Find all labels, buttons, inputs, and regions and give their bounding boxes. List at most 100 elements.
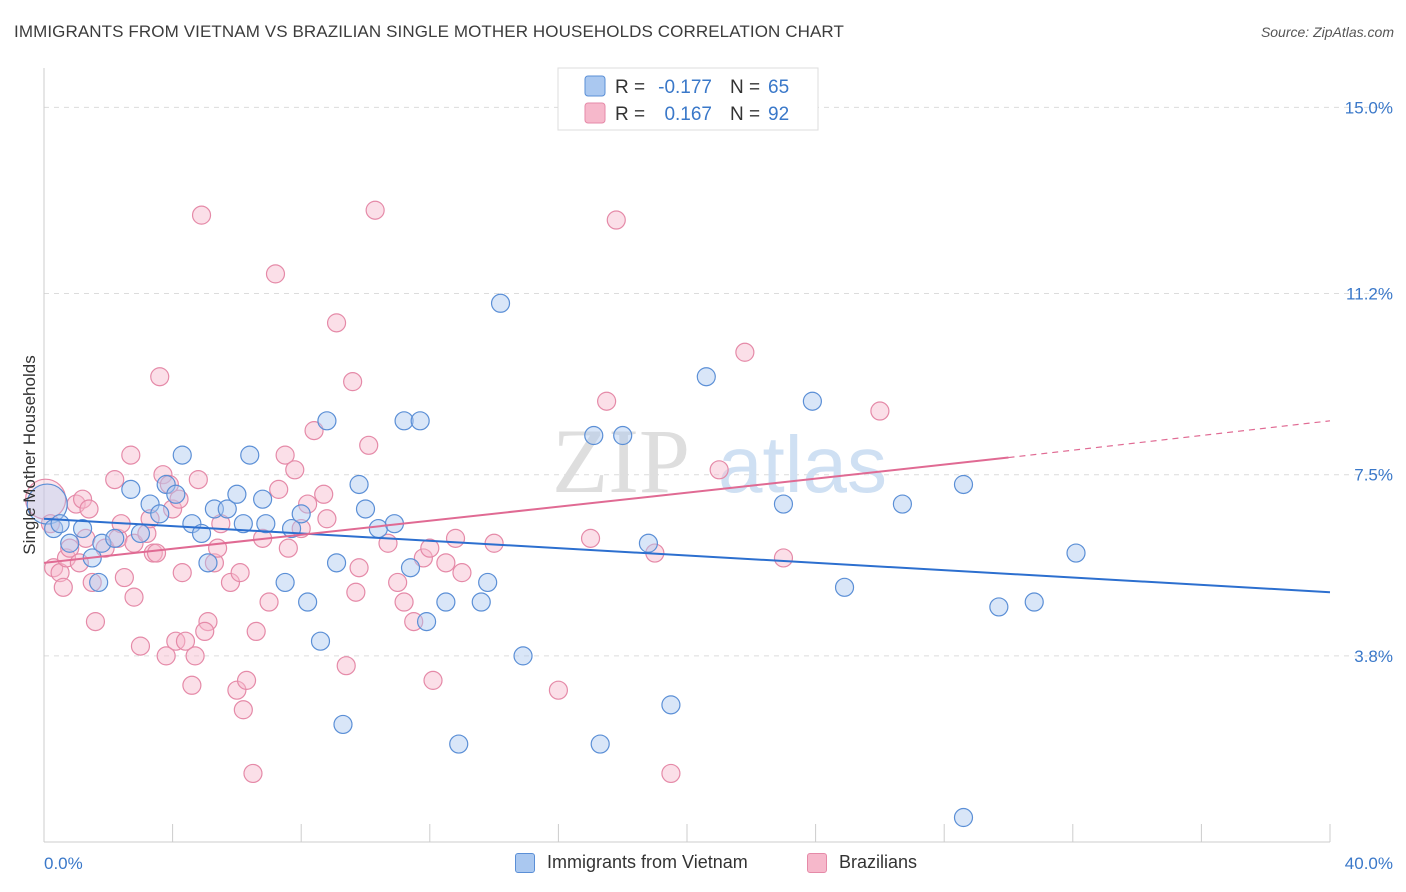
legend-r-value-0: -0.177	[658, 77, 712, 98]
brazilians-point-19	[130, 636, 151, 656]
vietnam-point-6	[92, 533, 112, 553]
legend-swatch-0	[584, 75, 606, 97]
legend-n-value-0: 65	[768, 77, 789, 98]
source-label: Source: ZipAtlas.com	[1260, 24, 1394, 40]
brazilians-point-30	[175, 631, 196, 651]
vietnam-point-46	[490, 293, 511, 313]
brazilians-point-62	[394, 592, 414, 612]
vietnam-point-21	[227, 484, 247, 504]
trend-line-brazilians	[43, 456, 1009, 564]
brazilians-point-64	[413, 548, 433, 568]
vietnam-point-45	[478, 572, 498, 593]
vietnam-point-29	[298, 592, 318, 612]
vietnam-point-50	[613, 425, 633, 446]
brazilians-point-54	[326, 313, 347, 333]
brazilians-point-53	[317, 509, 337, 529]
legend-swatch-brazilians	[807, 852, 827, 873]
brazilians-point-9	[72, 489, 93, 509]
brazilians-point-46	[265, 264, 286, 284]
brazilians-point-21	[140, 509, 160, 529]
legend-top: R = -0.177 N = 65 R = 0.167 N = 92	[557, 67, 819, 131]
brazilians-point-51	[304, 421, 324, 441]
vietnam-point-60	[989, 597, 1009, 617]
brazilians-point-65	[420, 538, 440, 558]
vietnam-point-41	[416, 612, 437, 632]
brazilians-point-16	[114, 567, 134, 588]
legend-r-label-0: R =	[615, 77, 645, 98]
brazilians-point-77	[709, 460, 729, 480]
y-tick-label-3: 15.0%	[1345, 98, 1393, 117]
tick-labels: 3.8% 7.5% 11.2% 15.0% 0.0% 40.0%	[44, 98, 1393, 873]
brazilians-point-23	[146, 543, 167, 563]
brazilians-point-80	[870, 401, 890, 421]
vietnam-point-56	[834, 577, 855, 597]
vietnam-point-38	[394, 411, 414, 431]
vietnam-point-61	[1024, 592, 1044, 612]
series-vietnam	[26, 293, 1086, 828]
vietnam-point-31	[317, 411, 337, 431]
vietnam-point-20	[217, 499, 237, 519]
vietnam-point-24	[253, 489, 273, 509]
trend-line-vietnam	[43, 517, 1331, 594]
vietnam-point-25	[256, 514, 276, 534]
brazilians-point-55	[336, 656, 356, 676]
legend-item-brazilians: Brazilians	[807, 852, 917, 873]
brazilians-point-56	[343, 372, 363, 392]
trend-line-brazilians-extension	[1008, 420, 1331, 459]
legend-n-value-1: 92	[768, 104, 789, 125]
vietnam-point-59	[953, 807, 974, 828]
grid-lines	[44, 106, 1392, 657]
brazilians-point-91	[269, 479, 289, 499]
x-tick-label-0: 0.0%	[44, 854, 83, 873]
vietnam-point-28	[291, 504, 311, 524]
brazilians-point-6	[60, 538, 80, 558]
legend-n-label-1: N =	[730, 104, 760, 125]
vietnam-point-30	[310, 631, 331, 651]
vietnam-point-9	[121, 479, 141, 499]
brazilians-point-73	[597, 391, 617, 411]
brazilians-point-14	[105, 469, 125, 490]
brazilians-point-61	[388, 572, 408, 593]
vietnam-point-44	[471, 592, 491, 612]
brazilians-point-31	[182, 675, 202, 695]
vietnam-point-35	[355, 499, 376, 519]
vietnam-point-13	[156, 474, 176, 495]
vietnam-point-0	[26, 483, 68, 525]
y-tick-label-0: 3.8%	[1354, 647, 1393, 666]
vietnam-point-51	[638, 533, 659, 553]
vietnam-point-3	[60, 533, 80, 553]
vietnam-point-36	[368, 518, 388, 539]
brazilians-point-4	[53, 577, 73, 597]
vietnam-point-49	[590, 734, 610, 754]
vietnam-point-22	[233, 514, 253, 534]
vietnam-point-32	[326, 553, 347, 573]
legend-swatch-1	[584, 102, 606, 124]
brazilians-point-71	[548, 680, 569, 700]
brazilians-point-81	[124, 587, 144, 607]
brazilians-point-79	[773, 548, 794, 568]
brazilians-point-74	[606, 210, 626, 230]
legend-r-label-1: R =	[615, 104, 645, 125]
vietnam-point-11	[140, 494, 160, 514]
vietnam-point-10	[130, 523, 151, 544]
brazilians-point-68	[445, 528, 466, 548]
brazilians-point-33	[188, 469, 208, 490]
brazilians-point-49	[285, 460, 305, 480]
brazilians-point-34	[191, 205, 212, 225]
watermark-atlas: atlas	[718, 420, 887, 509]
legend-r-value-1: 0.167	[664, 104, 712, 125]
brazilians-point-32	[185, 646, 205, 666]
vietnam-point-34	[349, 474, 369, 495]
vietnam-point-52	[661, 695, 681, 715]
brazilians-point-41	[236, 670, 257, 690]
vietnam-point-53	[696, 367, 716, 387]
vietnam-point-39	[400, 558, 421, 578]
brazilians-point-78	[735, 342, 755, 362]
brazilians-point-36	[204, 553, 224, 573]
vietnam-point-33	[333, 714, 353, 735]
vietnam-point-14	[166, 484, 186, 504]
brazilians-point-28	[166, 631, 186, 651]
watermark-zip: ZIP	[552, 410, 690, 512]
brazilians-point-39	[227, 680, 247, 700]
